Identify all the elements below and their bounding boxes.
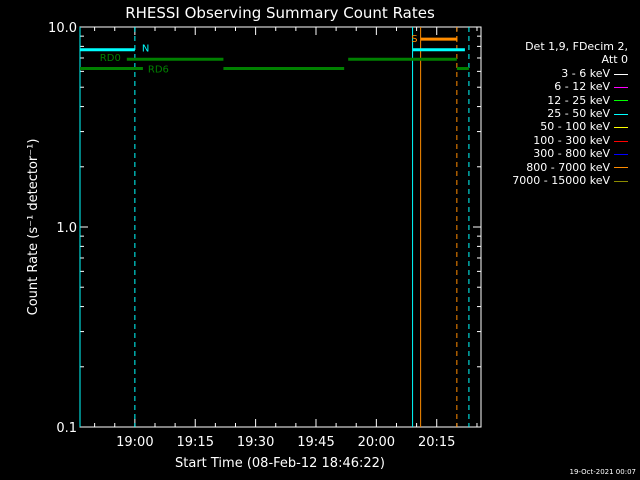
legend-entry-swatch bbox=[614, 167, 628, 169]
legend-entry-label: 50 - 100 keV bbox=[540, 120, 610, 134]
legend-entry-label: 300 - 800 keV bbox=[533, 147, 610, 161]
y-tick-label: 10.0 bbox=[48, 21, 77, 36]
x-tick-label: 19:45 bbox=[297, 435, 334, 450]
legend-entry-swatch bbox=[614, 153, 628, 155]
state-bar-label-rd0: RD0 bbox=[100, 53, 121, 64]
legend-entry-swatch bbox=[614, 180, 628, 182]
legend-entry: 300 - 800 keV bbox=[478, 147, 628, 160]
legend-entry-swatch bbox=[614, 73, 628, 75]
x-axis-label: Start Time (08-Feb-12 18:46:22) bbox=[175, 456, 385, 471]
legend-entry-swatch bbox=[614, 113, 628, 115]
x-tick-label: 19:30 bbox=[237, 435, 274, 450]
legend-entry-label: 3 - 6 keV bbox=[561, 66, 610, 80]
legend-entry-swatch bbox=[614, 140, 628, 142]
legend-entry-label: 7000 - 15000 keV bbox=[512, 174, 610, 188]
timestamp: 19-Oct-2021 00:07 bbox=[569, 468, 636, 476]
legend-entry: 800 - 7000 keV bbox=[478, 161, 628, 174]
plot-area: 19:00 19:15 19:30 19:45 20:00 20:15 0.1 1.0 10.0… bbox=[48, 21, 482, 450]
x-tick-label: 19:00 bbox=[116, 435, 153, 450]
legend-entry: 7000 - 15000 keV bbox=[478, 174, 628, 187]
legend-entry-label: 100 - 300 keV bbox=[533, 133, 610, 147]
legend-header-line-1: Det 1,9, FDecim 2, bbox=[525, 40, 628, 53]
legend-entry-label: 12 - 25 keV bbox=[547, 93, 610, 107]
legend-entry-swatch bbox=[614, 127, 628, 129]
state-bar-label-n: N bbox=[142, 44, 149, 55]
legend-entry-label: 800 - 7000 keV bbox=[526, 160, 610, 174]
state-bar-label-rd6: RD6 bbox=[148, 65, 169, 76]
x-tick-label: 20:15 bbox=[418, 435, 455, 450]
legend-header-line-2: Att 0 bbox=[601, 53, 628, 67]
legend-entry: 25 - 50 keV bbox=[478, 107, 628, 120]
legend: Det 1,9, FDecim 2, Att 0 3 - 6 keV 6 - 12… bbox=[478, 40, 628, 187]
y-axis-label: Count Rate (s⁻¹ detector⁻¹) bbox=[26, 139, 41, 316]
legend-entry-label: 25 - 50 keV bbox=[547, 107, 610, 121]
legend-entry-label: 6 - 12 keV bbox=[554, 80, 610, 94]
y-tick-label: 0.1 bbox=[56, 421, 77, 436]
legend-entries: 3 - 6 keV 6 - 12 keV 12 - 25 keV 25 - 50 ke… bbox=[478, 67, 628, 188]
legend-entry: 12 - 25 keV bbox=[478, 94, 628, 107]
y-tick-label: 1.0 bbox=[56, 221, 77, 236]
x-tick-label: 20:00 bbox=[358, 435, 395, 450]
legend-entry: 50 - 100 keV bbox=[478, 120, 628, 133]
chart-title: RHESSI Observing Summary Count Rates bbox=[125, 4, 435, 22]
state-bar-label-s: S bbox=[411, 34, 417, 45]
legend-entry: 3 - 6 keV bbox=[478, 67, 628, 80]
legend-entry: 100 - 300 keV bbox=[478, 134, 628, 147]
legend-entry-swatch bbox=[614, 100, 628, 102]
legend-entry: 6 - 12 keV bbox=[478, 80, 628, 93]
x-tick-label: 19:15 bbox=[177, 435, 214, 450]
legend-entry-swatch bbox=[614, 86, 628, 88]
